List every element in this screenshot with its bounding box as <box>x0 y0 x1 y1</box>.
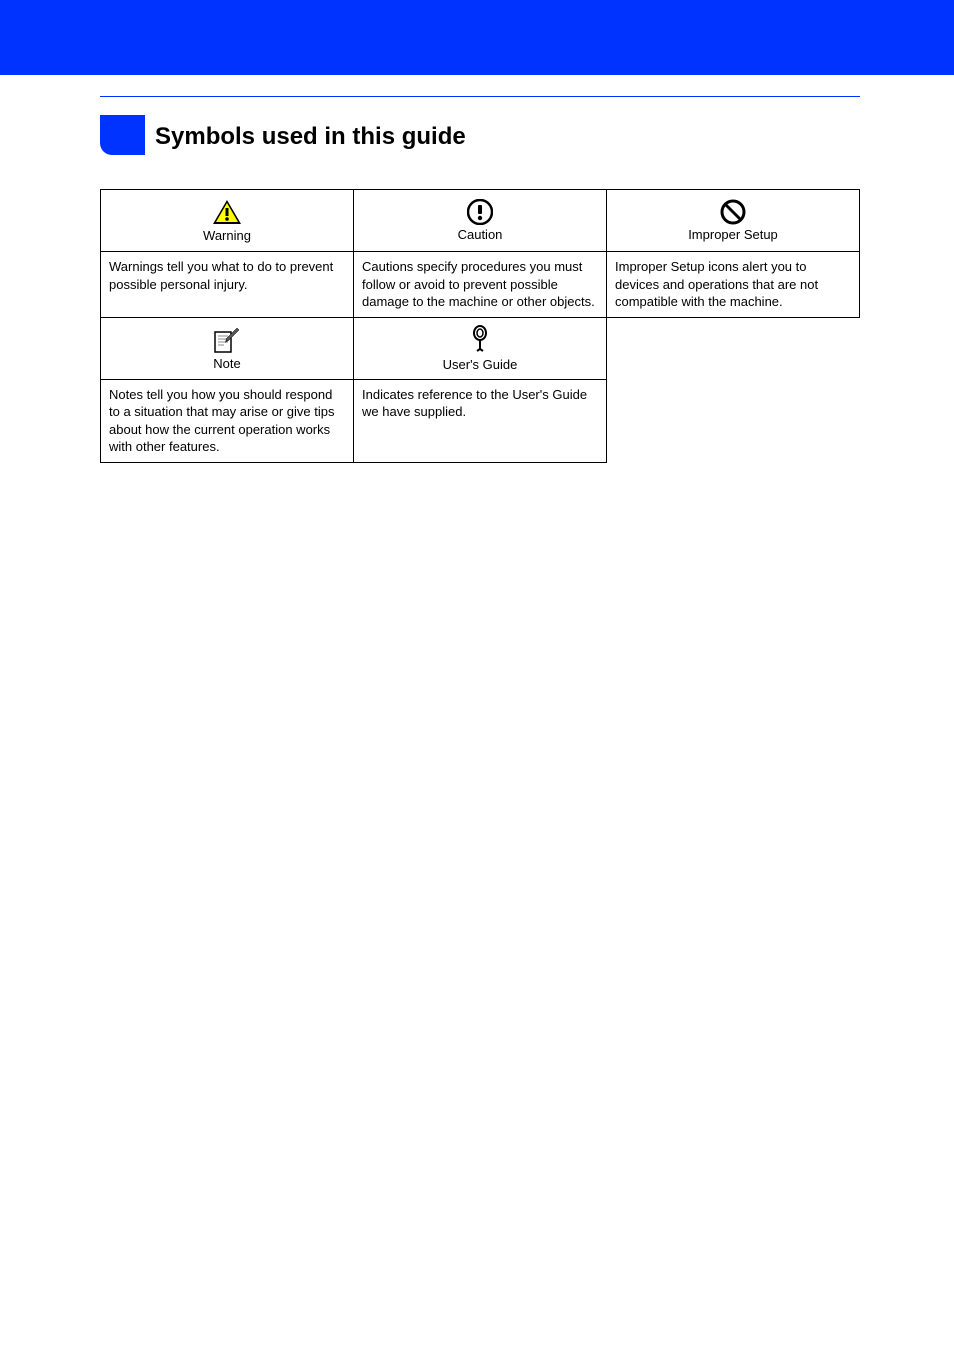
improper-setup-icon <box>720 199 746 225</box>
section-title: Symbols used in this guide <box>155 123 466 155</box>
note-icon-cell: Note <box>101 317 354 379</box>
guide-desc: Indicates reference to the User's Guide … <box>354 379 607 462</box>
note-desc: Notes tell you how you should respond to… <box>101 379 354 462</box>
users-guide-icon <box>469 325 491 355</box>
top-blue-bar <box>0 0 954 75</box>
table-row: Note User's Guide <box>101 317 860 379</box>
table-row: Warnings tell you what to do to prevent … <box>101 252 860 318</box>
warning-desc: Warnings tell you what to do to prevent … <box>101 252 354 318</box>
improper-desc: Improper Setup icons alert you to device… <box>607 252 860 318</box>
table-row: Warning Caution <box>101 190 860 252</box>
section-header: Symbols used in this guide <box>100 115 860 155</box>
note-label: Note <box>213 356 240 371</box>
header-line <box>100 96 860 97</box>
improper-icon-cell: Improper Setup <box>607 190 860 252</box>
note-icon <box>212 326 242 354</box>
warning-icon <box>211 198 243 226</box>
guide-icon-cell: User's Guide <box>354 317 607 379</box>
caution-label: Caution <box>458 227 503 242</box>
symbols-table: Warning Caution <box>100 189 860 463</box>
improper-label: Improper Setup <box>688 227 778 242</box>
blue-tab <box>100 115 145 155</box>
caution-icon-cell: Caution <box>354 190 607 252</box>
warning-label: Warning <box>203 228 251 243</box>
table-row: Notes tell you how you should respond to… <box>101 379 860 462</box>
warning-icon-cell: Warning <box>101 190 354 252</box>
content-wrapper: Symbols used in this guide Warning <box>100 96 860 463</box>
caution-icon <box>467 199 493 225</box>
empty-cell <box>607 379 860 462</box>
empty-cell <box>607 317 860 379</box>
guide-label: User's Guide <box>443 357 518 372</box>
caution-desc: Cautions specify procedures you must fol… <box>354 252 607 318</box>
